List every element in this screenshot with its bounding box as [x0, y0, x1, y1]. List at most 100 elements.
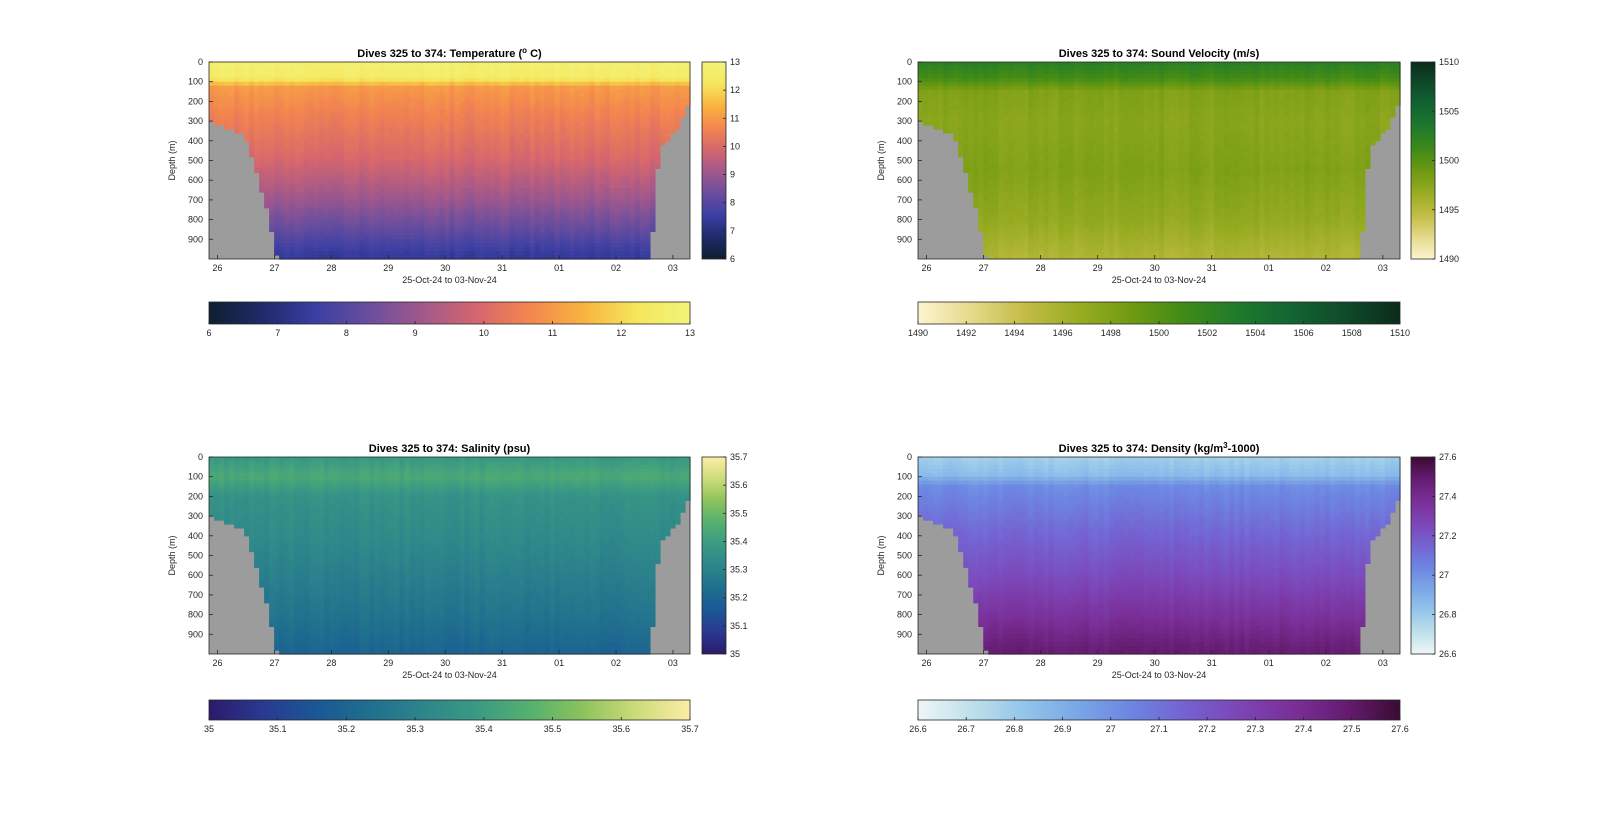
heatmap-cell	[644, 195, 651, 201]
heatmap-cell	[963, 97, 969, 102]
heatmap-cell	[409, 65, 416, 71]
heatmap-cell	[923, 69, 929, 75]
heatmap-cell	[464, 93, 471, 99]
heatmap-cell	[609, 192, 616, 197]
heatmap-cell	[644, 117, 651, 122]
heatmap-cell	[304, 211, 310, 217]
heatmap-cell	[309, 117, 315, 122]
heatmap-cell	[434, 152, 441, 158]
heatmap-cell	[599, 89, 606, 95]
heatmap-cell	[314, 140, 320, 146]
heatmap-cell	[454, 81, 461, 87]
heatmap-cell	[993, 113, 999, 118]
heatmap-cell	[319, 188, 325, 193]
heatmap-cell	[614, 176, 621, 181]
heatmap-cell	[234, 121, 240, 126]
heatmap-cell	[978, 136, 984, 142]
heatmap-cell	[344, 223, 350, 229]
heatmap-cell	[559, 176, 566, 181]
heatmap-cell	[419, 85, 426, 91]
heatmap-cell	[424, 231, 431, 236]
heatmap-cell	[579, 235, 586, 240]
heatmap-cell	[559, 121, 566, 126]
heatmap-cell	[329, 93, 335, 99]
heatmap-cell	[988, 247, 994, 252]
heatmap-cell	[509, 105, 516, 110]
heatmap-cell	[514, 188, 521, 193]
heatmap-cell	[629, 109, 636, 114]
heatmap-cell	[993, 148, 999, 154]
heatmap-cell	[559, 117, 566, 122]
heatmap-cell	[359, 192, 365, 197]
heatmap-cell	[439, 62, 446, 67]
heatmap-cell	[474, 156, 481, 162]
heatmap-cell	[574, 152, 581, 158]
heatmap-cell	[604, 144, 611, 150]
heatmap-cell	[464, 235, 471, 240]
heatmap-cell	[604, 81, 611, 87]
heatmap-cell	[609, 203, 616, 209]
heatmap-cell	[654, 156, 661, 162]
heatmap-cell	[529, 247, 536, 252]
heatmap-cell	[324, 81, 330, 87]
heatmap-cell	[329, 243, 335, 248]
heatmap-cell	[644, 188, 651, 193]
heatmap-cell	[1008, 203, 1014, 209]
heatmap-cell	[584, 176, 591, 181]
heatmap-cell	[529, 160, 536, 166]
heatmap-cell	[439, 105, 446, 110]
heatmap-cell	[259, 168, 265, 173]
heatmap-cell	[609, 243, 616, 248]
heatmap-cell	[489, 168, 496, 173]
heatmap-cell	[519, 136, 526, 142]
heatmap-cell	[1008, 65, 1014, 71]
heatmap-cell	[434, 227, 441, 233]
heatmap-cell	[574, 168, 581, 173]
heatmap-cell	[274, 144, 280, 150]
heatmap-cell	[394, 243, 400, 248]
heatmap-cell	[214, 69, 220, 75]
heatmap-cell	[334, 125, 340, 130]
heatmap-cell	[978, 105, 984, 110]
heatmap-cell	[654, 105, 661, 110]
heatmap-cell	[409, 195, 416, 201]
heatmap-cell	[344, 144, 350, 150]
heatmap-cell	[364, 235, 370, 240]
heatmap-cell	[559, 93, 566, 99]
heatmap-cell	[424, 113, 431, 118]
heatmap-cell	[369, 192, 375, 197]
heatmap-cell	[579, 140, 586, 146]
heatmap-cell	[444, 109, 451, 114]
heatmap-cell	[534, 227, 541, 233]
x-tick-label: 03	[668, 263, 678, 273]
heatmap-cell	[454, 65, 461, 71]
heatmap-cell	[424, 203, 431, 209]
heatmap-cell	[459, 188, 466, 193]
colorbar-bottom-bar	[208, 301, 691, 325]
heatmap-cell	[259, 188, 265, 193]
heatmap-cell	[544, 168, 551, 173]
heatmap-cell	[629, 85, 636, 91]
heatmap-cell	[594, 164, 601, 169]
heatmap-cell	[983, 121, 989, 126]
heatmap-cell	[963, 140, 969, 146]
heatmap-cell	[299, 69, 305, 75]
heatmap-cell	[928, 93, 934, 99]
heatmap-cell	[634, 140, 641, 146]
heatmap-cell	[364, 168, 370, 173]
heatmap-cell	[289, 77, 295, 83]
heatmap-cell	[514, 109, 521, 114]
heatmap-cell	[399, 73, 406, 79]
heatmap-cell	[444, 188, 451, 193]
heatmap-cell	[404, 243, 411, 248]
heatmap-cell	[384, 77, 390, 83]
heatmap-cell	[279, 211, 285, 217]
heatmap-cell	[384, 117, 390, 122]
heatmap-cell	[664, 65, 671, 71]
heatmap-cell	[564, 73, 571, 79]
heatmap-cell	[449, 231, 456, 236]
heatmap-cell	[973, 195, 979, 201]
heatmap-cell	[973, 144, 979, 150]
heatmap-cell	[549, 207, 556, 213]
heatmap-cell	[299, 136, 305, 142]
